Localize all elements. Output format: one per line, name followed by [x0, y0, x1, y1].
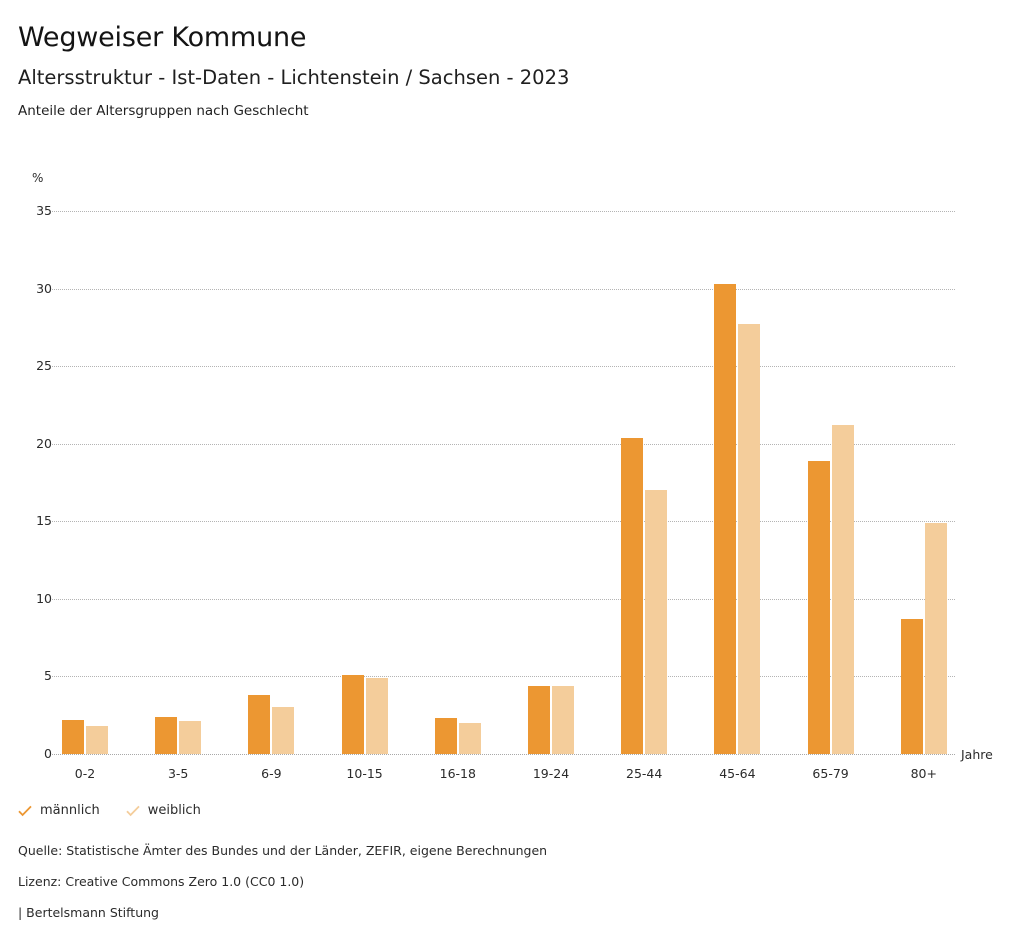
bar-female[interactable] [831, 425, 854, 754]
gridline [52, 676, 955, 678]
footer-line: Quelle: Statistische Ämter des Bundes un… [18, 843, 548, 858]
chart-subtitle: Altersstruktur - Ist-Daten - Lichtenstei… [18, 66, 570, 89]
check-icon [18, 805, 32, 816]
bar-male[interactable] [528, 685, 550, 754]
legend-item-male[interactable]: männlich [18, 803, 100, 818]
gridline [52, 288, 955, 290]
gridline [52, 521, 955, 523]
x-axis-tick-label: 45-64 [719, 766, 756, 781]
footer-line: | Bertelsmann Stiftung [18, 905, 159, 920]
legend-item-label: männlich [40, 803, 100, 818]
bar-group: 10-15 [341, 194, 388, 781]
x-axis-tick-label: 10-15 [346, 766, 383, 781]
bar-male[interactable] [434, 718, 457, 754]
x-axis-tick-label: 0-2 [74, 766, 96, 781]
bar-male[interactable] [341, 674, 364, 754]
y-axis-tick-label: 5 [44, 668, 52, 684]
gridline [52, 754, 955, 755]
bar-male[interactable] [62, 719, 84, 754]
y-axis-tick-label: 20 [36, 435, 52, 451]
bar-male[interactable] [621, 437, 644, 754]
check-icon [126, 805, 140, 816]
legend: männlich weiblich [18, 803, 201, 818]
page-title: Wegweiser Kommune [18, 22, 307, 53]
bar-female[interactable] [458, 722, 481, 754]
x-axis-tick-label: 6-9 [261, 766, 282, 781]
bar-group: 65-79 [807, 194, 854, 781]
bar-female[interactable] [86, 726, 108, 754]
bar-group: 6-9 [248, 194, 295, 781]
gridline [52, 598, 955, 600]
y-axis-tick-label: 15 [36, 513, 52, 529]
bar-female[interactable] [924, 522, 947, 754]
footer-line: Lizenz: Creative Commons Zero 1.0 (CC0 1… [18, 874, 305, 889]
y-axis-tick-label: 25 [36, 358, 52, 374]
bar-chart-plot: % 0 5 10 15 20 25 30 35 0-2 3-5 6-9 10-15 16-18 19-2… [32, 171, 993, 781]
bar-group: 80+ [900, 194, 947, 781]
bar-female[interactable] [645, 490, 668, 754]
bar-male[interactable] [248, 695, 271, 754]
bar-female[interactable] [738, 324, 761, 754]
chart-footer: Quelle: Statistische Ämter des Bundes un… [18, 843, 918, 936]
bar-female[interactable] [272, 707, 295, 754]
bar-male[interactable] [714, 283, 737, 754]
chart-header: Wegweiser Kommune Altersstruktur - Ist-D… [18, 0, 1008, 120]
bar-male[interactable] [155, 716, 178, 754]
x-axis-tick-label: 80+ [910, 766, 937, 781]
bar-female[interactable] [179, 721, 202, 754]
x-axis-tick-label: 19-24 [532, 766, 570, 781]
x-axis-tick-label: 65-79 [812, 766, 849, 781]
y-axis-tick-label: 0 [44, 746, 52, 761]
gridline [52, 443, 955, 445]
bar-group: 3-5 [155, 194, 202, 781]
legend-item-label: weiblich [147, 803, 201, 818]
bar-group: 16-18 [434, 194, 481, 781]
bar-male[interactable] [900, 619, 923, 754]
y-axis-tick-label: 30 [36, 280, 52, 296]
y-axis-unit-label: % [32, 171, 44, 185]
x-axis-tick-label: 25-44 [626, 766, 663, 781]
legend-item-female[interactable]: weiblich [126, 803, 201, 818]
bar-female[interactable] [552, 685, 574, 754]
bar-group: 25-44 [621, 194, 668, 781]
y-axis-tick-label: 35 [36, 203, 52, 218]
y-axis-tick-label: 10 [36, 590, 52, 606]
bar-group: 19-24 [528, 194, 574, 781]
bar-male[interactable] [807, 460, 830, 754]
gridline [52, 366, 955, 368]
gridline [52, 211, 955, 212]
bar-female[interactable] [365, 677, 388, 754]
x-axis-tick-label: 3-5 [167, 766, 189, 781]
chart-description: Anteile der Altersgruppen nach Geschlech… [18, 103, 309, 119]
bar-group: 0-2 [62, 194, 108, 781]
bar-group: 45-64 [714, 194, 761, 781]
x-axis-unit-label: Jahre [961, 747, 993, 762]
x-axis-tick-label: 16-18 [439, 766, 476, 781]
